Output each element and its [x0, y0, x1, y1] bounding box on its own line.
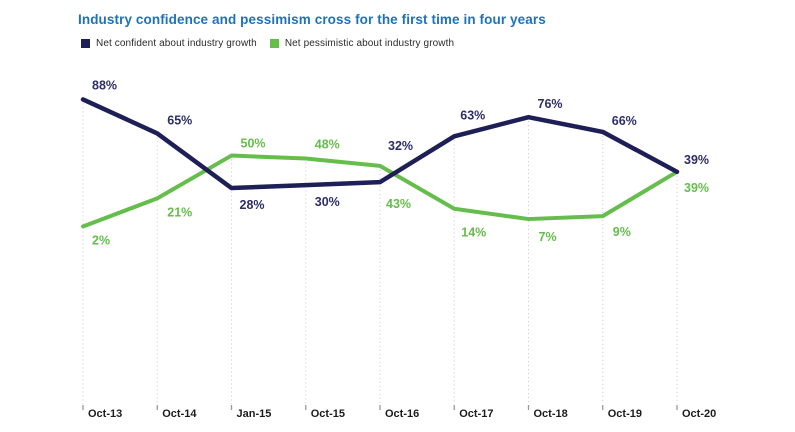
legend-label-confident: Net confident about industry growth: [96, 38, 257, 49]
legend-label-pessimistic: Net pessimistic about industry growth: [284, 38, 455, 49]
data-label: 32%: [388, 139, 413, 153]
chart-title: Industry confidence and pessimism cross …: [78, 12, 546, 27]
x-axis-label: Oct-14: [162, 408, 197, 420]
legend-swatch-pessimistic-icon: [269, 39, 279, 48]
legend-swatch-confident-icon: [81, 39, 90, 48]
data-label: 39%: [684, 153, 709, 167]
x-axis-label: Oct-18: [534, 408, 568, 420]
data-label: 30%: [315, 195, 340, 209]
confident-line: [80, 97, 680, 191]
data-label: 43%: [386, 197, 411, 211]
x-axis-label: Oct-20: [682, 408, 716, 420]
data-label: 39%: [684, 181, 709, 195]
data-label: 48%: [315, 138, 340, 152]
data-label: 65%: [167, 113, 192, 127]
data-label: 21%: [167, 205, 192, 219]
data-label: 63%: [460, 108, 485, 122]
data-label: 14%: [461, 226, 486, 240]
legend-item-confident: Net confident about industry growth: [81, 38, 257, 49]
data-label: 28%: [240, 198, 265, 212]
data-label: 50%: [241, 137, 266, 151]
x-axis-label: Jan-15: [237, 408, 272, 420]
x-axis-label: Oct-16: [385, 408, 419, 420]
data-label: 9%: [613, 225, 631, 239]
x-axis-label: Oct-15: [311, 408, 345, 420]
data-label: 7%: [539, 230, 557, 244]
data-label: 2%: [92, 233, 110, 247]
x-axis-label: Oct-19: [608, 408, 642, 420]
data-label: 88%: [92, 78, 117, 92]
data-label: 76%: [538, 97, 563, 111]
legend-item-pessimistic: Net pessimistic about industry growth: [269, 38, 455, 49]
x-axis-label: Oct-13: [88, 408, 122, 420]
legend: Net confident about industry growth Net …: [81, 38, 454, 49]
pessimistic-line: [81, 153, 679, 229]
x-axis-label: Oct-17: [459, 408, 493, 420]
data-label: 66%: [612, 114, 637, 128]
